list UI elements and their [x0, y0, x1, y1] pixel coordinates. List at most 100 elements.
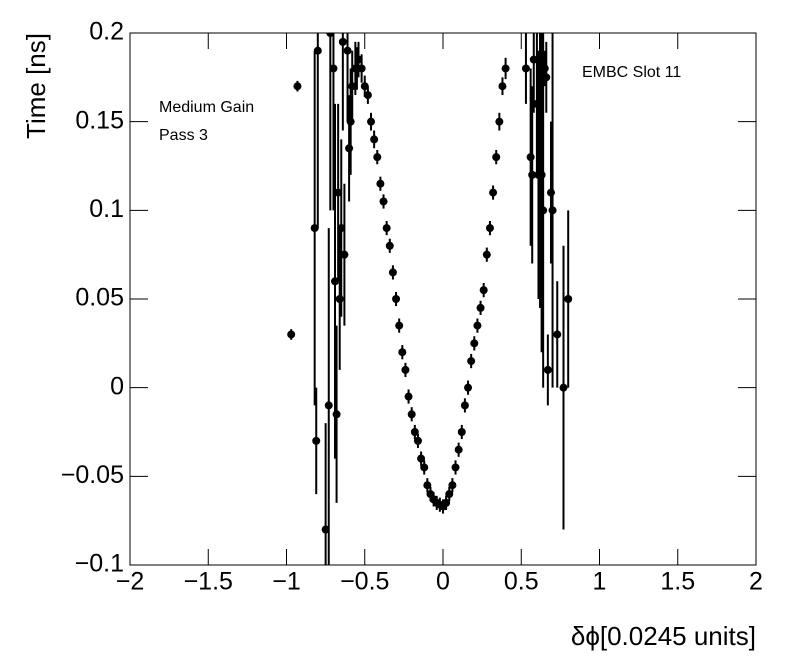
x-tick-label: 0.5 — [504, 568, 539, 596]
data-point — [454, 445, 463, 454]
data-point — [423, 481, 432, 490]
data-point — [373, 153, 382, 162]
data-point — [420, 463, 429, 472]
data-point — [382, 224, 391, 233]
data-point — [340, 250, 349, 259]
x-tick-label: −1.5 — [184, 568, 233, 596]
y-tick-label: 0.2 — [89, 18, 124, 46]
data-point — [448, 481, 457, 490]
annotation: EMBC Slot 11 — [582, 64, 681, 81]
data-point — [338, 37, 347, 46]
data-point — [337, 224, 346, 233]
data-point — [331, 277, 340, 286]
data-point — [543, 365, 552, 374]
data-point — [370, 135, 379, 144]
data-point — [392, 295, 401, 303]
data-point — [521, 64, 530, 73]
data-point — [457, 428, 466, 436]
data-point — [526, 153, 535, 162]
data-point — [485, 224, 494, 233]
data-point — [476, 303, 485, 312]
x-tick-label: −1 — [272, 568, 301, 596]
data-point — [548, 206, 557, 215]
data-point — [354, 55, 363, 64]
x-tick-label: 1.5 — [660, 568, 695, 596]
data-point — [528, 170, 537, 179]
data-point — [329, 64, 338, 73]
data-point — [287, 330, 296, 339]
data-point — [326, 33, 335, 37]
data-point — [540, 64, 549, 73]
y-tick-label: −0.1 — [75, 550, 124, 578]
data-point — [498, 82, 507, 91]
data-point — [363, 91, 372, 100]
data-point — [385, 241, 394, 250]
data-point — [313, 46, 322, 55]
data-point — [413, 436, 422, 445]
data-point — [489, 188, 498, 197]
data-point — [367, 117, 376, 126]
data-point — [473, 321, 482, 330]
x-tick-label: −0.5 — [340, 568, 389, 596]
data-point — [482, 250, 491, 259]
data-point — [417, 454, 426, 463]
data-point — [357, 64, 366, 73]
data-point — [451, 463, 460, 472]
x-tick-label: 1 — [593, 568, 607, 596]
y-axis-title: Time [ns] — [21, 33, 51, 139]
data-point — [348, 82, 357, 91]
data-point — [335, 295, 344, 303]
data-point — [460, 401, 469, 410]
data-point — [564, 295, 573, 303]
y-tick-label: 0.15 — [75, 106, 124, 134]
x-axis-title: δϕ[0.0245 units] — [571, 621, 756, 651]
data-point — [395, 321, 404, 330]
data-point — [559, 383, 568, 392]
plot-marks — [287, 33, 573, 565]
data-point — [404, 392, 413, 401]
y-tick-label: 0.1 — [89, 195, 124, 223]
data-point — [376, 179, 385, 188]
data-point — [293, 82, 302, 91]
data-point — [495, 117, 504, 126]
data-point — [401, 365, 410, 374]
annotation: Medium Gain — [159, 99, 254, 116]
data-point — [542, 73, 551, 82]
data-point — [310, 224, 319, 233]
data-point — [445, 490, 454, 499]
y-tick-label: 0.05 — [75, 284, 124, 312]
data-point — [546, 188, 555, 197]
x-tick-label: −2 — [116, 568, 145, 596]
data-point — [501, 64, 510, 73]
data-point — [467, 357, 476, 366]
data-point — [332, 410, 341, 419]
data-point — [407, 410, 416, 419]
annotation: Pass 3 — [159, 127, 208, 144]
data-point — [345, 144, 354, 153]
data-point — [388, 268, 397, 277]
y-tick-label: −0.05 — [61, 461, 124, 489]
data-point — [360, 82, 369, 91]
data-point — [324, 401, 333, 410]
data-point — [442, 498, 451, 507]
data-point — [539, 206, 548, 215]
data-point — [492, 153, 501, 162]
data-point — [343, 46, 352, 55]
data-point — [464, 383, 473, 392]
data-point — [346, 117, 355, 126]
data-point — [398, 348, 407, 357]
data-point — [410, 428, 419, 436]
data-point — [312, 436, 321, 445]
data-point — [470, 339, 479, 348]
data-point — [553, 330, 562, 339]
data-point — [529, 55, 538, 64]
data-point — [379, 197, 388, 206]
data-point — [537, 170, 546, 179]
data-point — [479, 286, 488, 295]
data-point — [321, 525, 330, 534]
data-point — [334, 188, 343, 197]
y-tick-label: 0 — [110, 372, 124, 400]
x-tick-label: 2 — [749, 568, 763, 596]
x-tick-label: 0 — [436, 568, 450, 596]
